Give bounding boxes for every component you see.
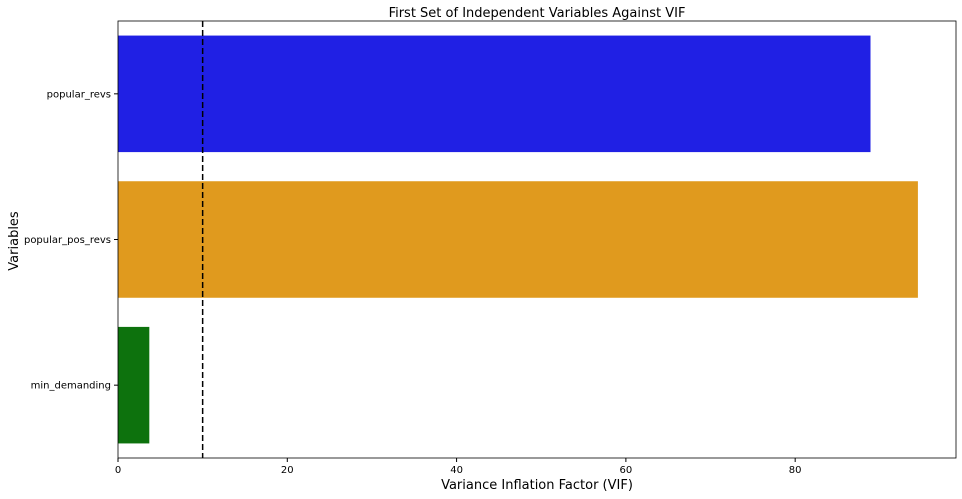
x-axis-label: Variance Inflation Factor (VIF) (441, 478, 633, 493)
bars-group (118, 35, 918, 444)
x-tick-label: 0 (115, 465, 121, 476)
y-tick-label: popular_pos_revs (24, 235, 111, 246)
chart-title: First Set of Independent Variables Again… (389, 6, 686, 21)
y-axis-label: Variables (7, 211, 22, 271)
bar-popular-pos-revs (118, 181, 918, 298)
x-tick-label: 80 (789, 465, 802, 476)
x-tick-label: 40 (450, 465, 463, 476)
x-ticks-group: 0 20 40 60 80 (115, 458, 802, 476)
bar-min-demanding (118, 326, 150, 444)
x-tick-label: 20 (281, 465, 294, 476)
y-ticks-group: popular_revs popular_pos_revs min_demandin… (24, 89, 118, 392)
y-tick-label: popular_revs (47, 89, 111, 100)
y-tick-label: min_demanding (31, 381, 111, 392)
x-tick-label: 60 (620, 465, 633, 476)
bar-popular-revs (118, 35, 871, 153)
